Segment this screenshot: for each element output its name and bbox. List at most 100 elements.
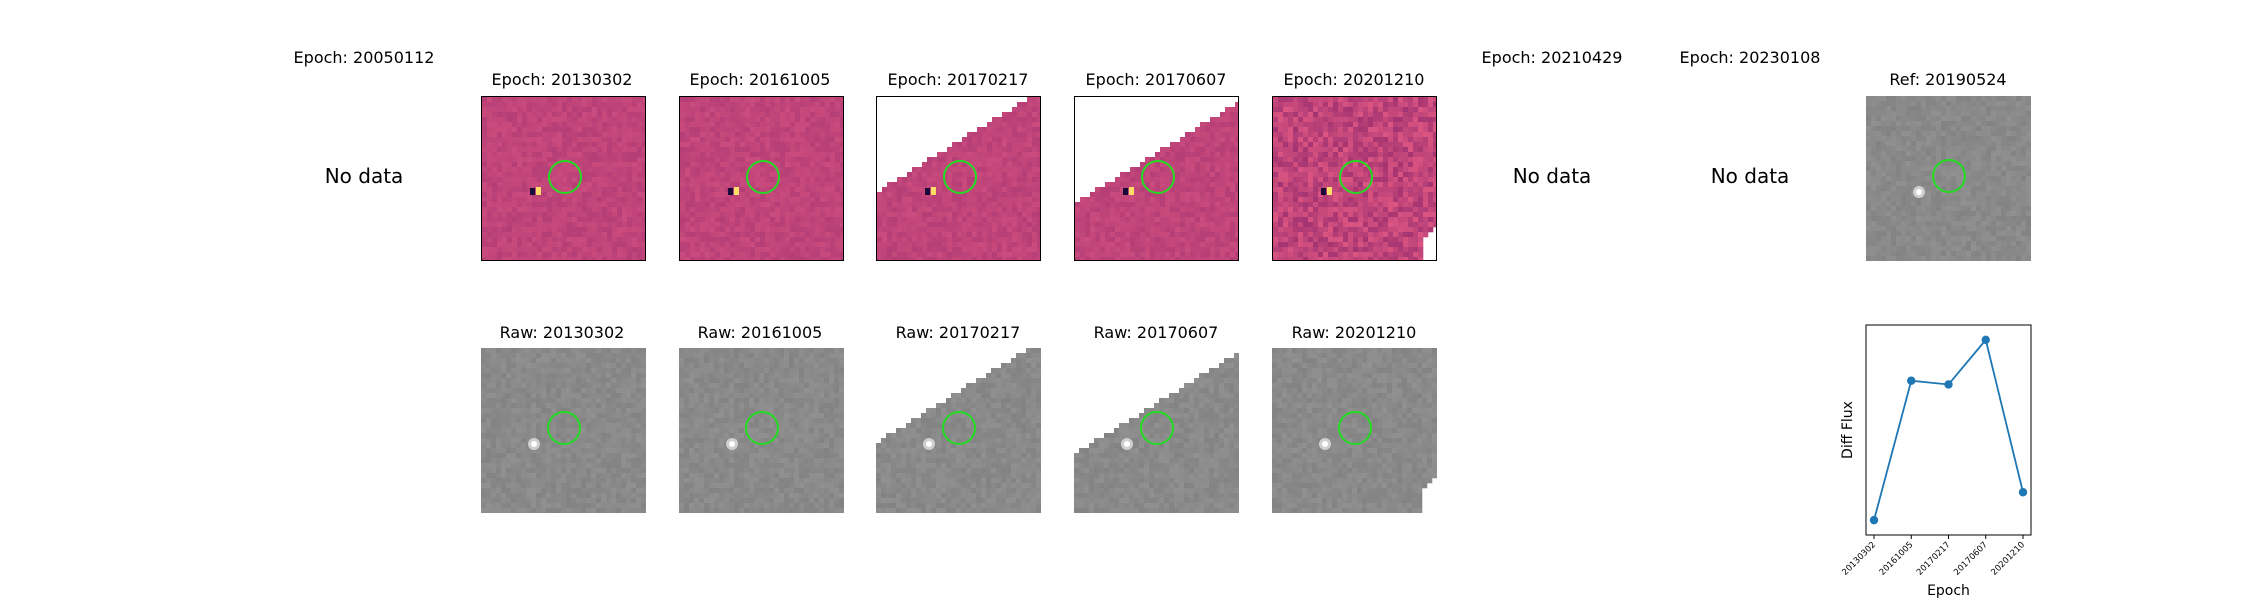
pixel bbox=[992, 207, 998, 213]
pixel bbox=[1353, 122, 1359, 128]
pixel bbox=[602, 167, 608, 173]
pixel bbox=[1080, 197, 1086, 203]
pixel bbox=[1150, 187, 1156, 193]
pixel bbox=[1100, 197, 1106, 203]
pixel bbox=[720, 157, 726, 163]
pixel bbox=[892, 202, 898, 208]
pixel bbox=[642, 122, 645, 128]
pixel bbox=[1353, 132, 1359, 138]
pixel bbox=[597, 107, 603, 113]
pixel bbox=[612, 172, 618, 178]
pixel bbox=[1032, 197, 1038, 203]
pixel bbox=[680, 232, 686, 238]
pixel bbox=[825, 202, 831, 208]
pixel bbox=[627, 227, 633, 233]
pixel bbox=[522, 222, 528, 228]
pixel bbox=[700, 227, 706, 233]
pixel bbox=[805, 212, 811, 218]
pixel bbox=[795, 217, 801, 223]
pixel bbox=[1348, 182, 1354, 188]
pixel bbox=[1022, 247, 1028, 253]
pixel bbox=[1230, 127, 1236, 133]
pixel bbox=[1007, 122, 1013, 128]
pixel bbox=[1403, 227, 1409, 233]
pixel bbox=[622, 207, 628, 213]
pixel bbox=[1278, 127, 1284, 133]
pixel bbox=[760, 137, 766, 143]
pixel bbox=[557, 222, 563, 228]
pixel bbox=[800, 142, 806, 148]
pixel bbox=[710, 182, 716, 188]
pixel bbox=[1200, 152, 1206, 158]
pixel bbox=[680, 212, 686, 218]
pixel bbox=[1318, 202, 1324, 208]
pixel bbox=[1283, 247, 1289, 253]
pixel bbox=[1037, 207, 1040, 213]
pixel bbox=[1433, 197, 1436, 203]
pixel bbox=[547, 117, 553, 123]
pixel bbox=[497, 162, 503, 168]
pixel bbox=[632, 172, 638, 178]
pixel bbox=[527, 112, 533, 118]
pixel bbox=[1373, 212, 1379, 218]
pixel bbox=[820, 112, 826, 118]
pixel bbox=[1433, 142, 1436, 148]
pixel bbox=[1308, 232, 1314, 238]
pixel bbox=[1403, 247, 1409, 253]
diff-svg bbox=[680, 97, 843, 260]
pixel bbox=[642, 252, 645, 258]
pixel bbox=[685, 242, 691, 248]
pixel bbox=[1343, 102, 1349, 108]
pixel bbox=[542, 152, 548, 158]
pixel bbox=[840, 202, 843, 208]
pixel bbox=[1891, 121, 1897, 127]
pixel bbox=[1090, 212, 1096, 218]
pixel bbox=[1022, 152, 1028, 158]
pixel bbox=[1120, 177, 1126, 183]
pixel bbox=[1120, 187, 1126, 193]
pixel bbox=[572, 117, 578, 123]
pixel bbox=[1273, 157, 1279, 163]
pixel bbox=[582, 222, 588, 228]
pixel bbox=[992, 137, 998, 143]
pixel bbox=[1378, 252, 1384, 258]
pixel bbox=[790, 147, 796, 153]
pixel bbox=[902, 237, 908, 243]
pixel bbox=[967, 142, 973, 148]
pixel bbox=[1313, 167, 1319, 173]
pixel bbox=[547, 247, 553, 253]
pixel bbox=[1120, 207, 1126, 213]
pixel bbox=[1373, 222, 1379, 228]
pixel bbox=[1901, 106, 1907, 112]
pixel bbox=[1313, 217, 1319, 223]
pixel bbox=[1393, 222, 1399, 228]
pixel bbox=[1032, 137, 1038, 143]
pixel bbox=[567, 102, 573, 108]
pixel bbox=[502, 152, 508, 158]
pixel bbox=[1298, 182, 1304, 188]
pixel bbox=[977, 132, 983, 138]
pixel bbox=[622, 107, 628, 113]
no-data-label-20050112: No data bbox=[324, 164, 404, 188]
pixel bbox=[1323, 117, 1329, 123]
pixel bbox=[715, 107, 721, 113]
pixel bbox=[1155, 237, 1161, 243]
pixel bbox=[1298, 147, 1304, 153]
pixel bbox=[1288, 252, 1294, 258]
pixel bbox=[1308, 227, 1314, 233]
pixel bbox=[690, 157, 696, 163]
pixel bbox=[517, 207, 523, 213]
pixel bbox=[627, 202, 633, 208]
pixel bbox=[942, 192, 948, 198]
pixel bbox=[1303, 127, 1309, 133]
pixel bbox=[1298, 192, 1304, 198]
pixel bbox=[1298, 257, 1304, 260]
pixel bbox=[815, 167, 821, 173]
pixel bbox=[1358, 147, 1364, 153]
pixel bbox=[617, 237, 623, 243]
pixel bbox=[492, 132, 498, 138]
pixel bbox=[497, 172, 503, 178]
pixel bbox=[917, 222, 923, 228]
pixel bbox=[1278, 112, 1284, 118]
pixel bbox=[1027, 157, 1033, 163]
